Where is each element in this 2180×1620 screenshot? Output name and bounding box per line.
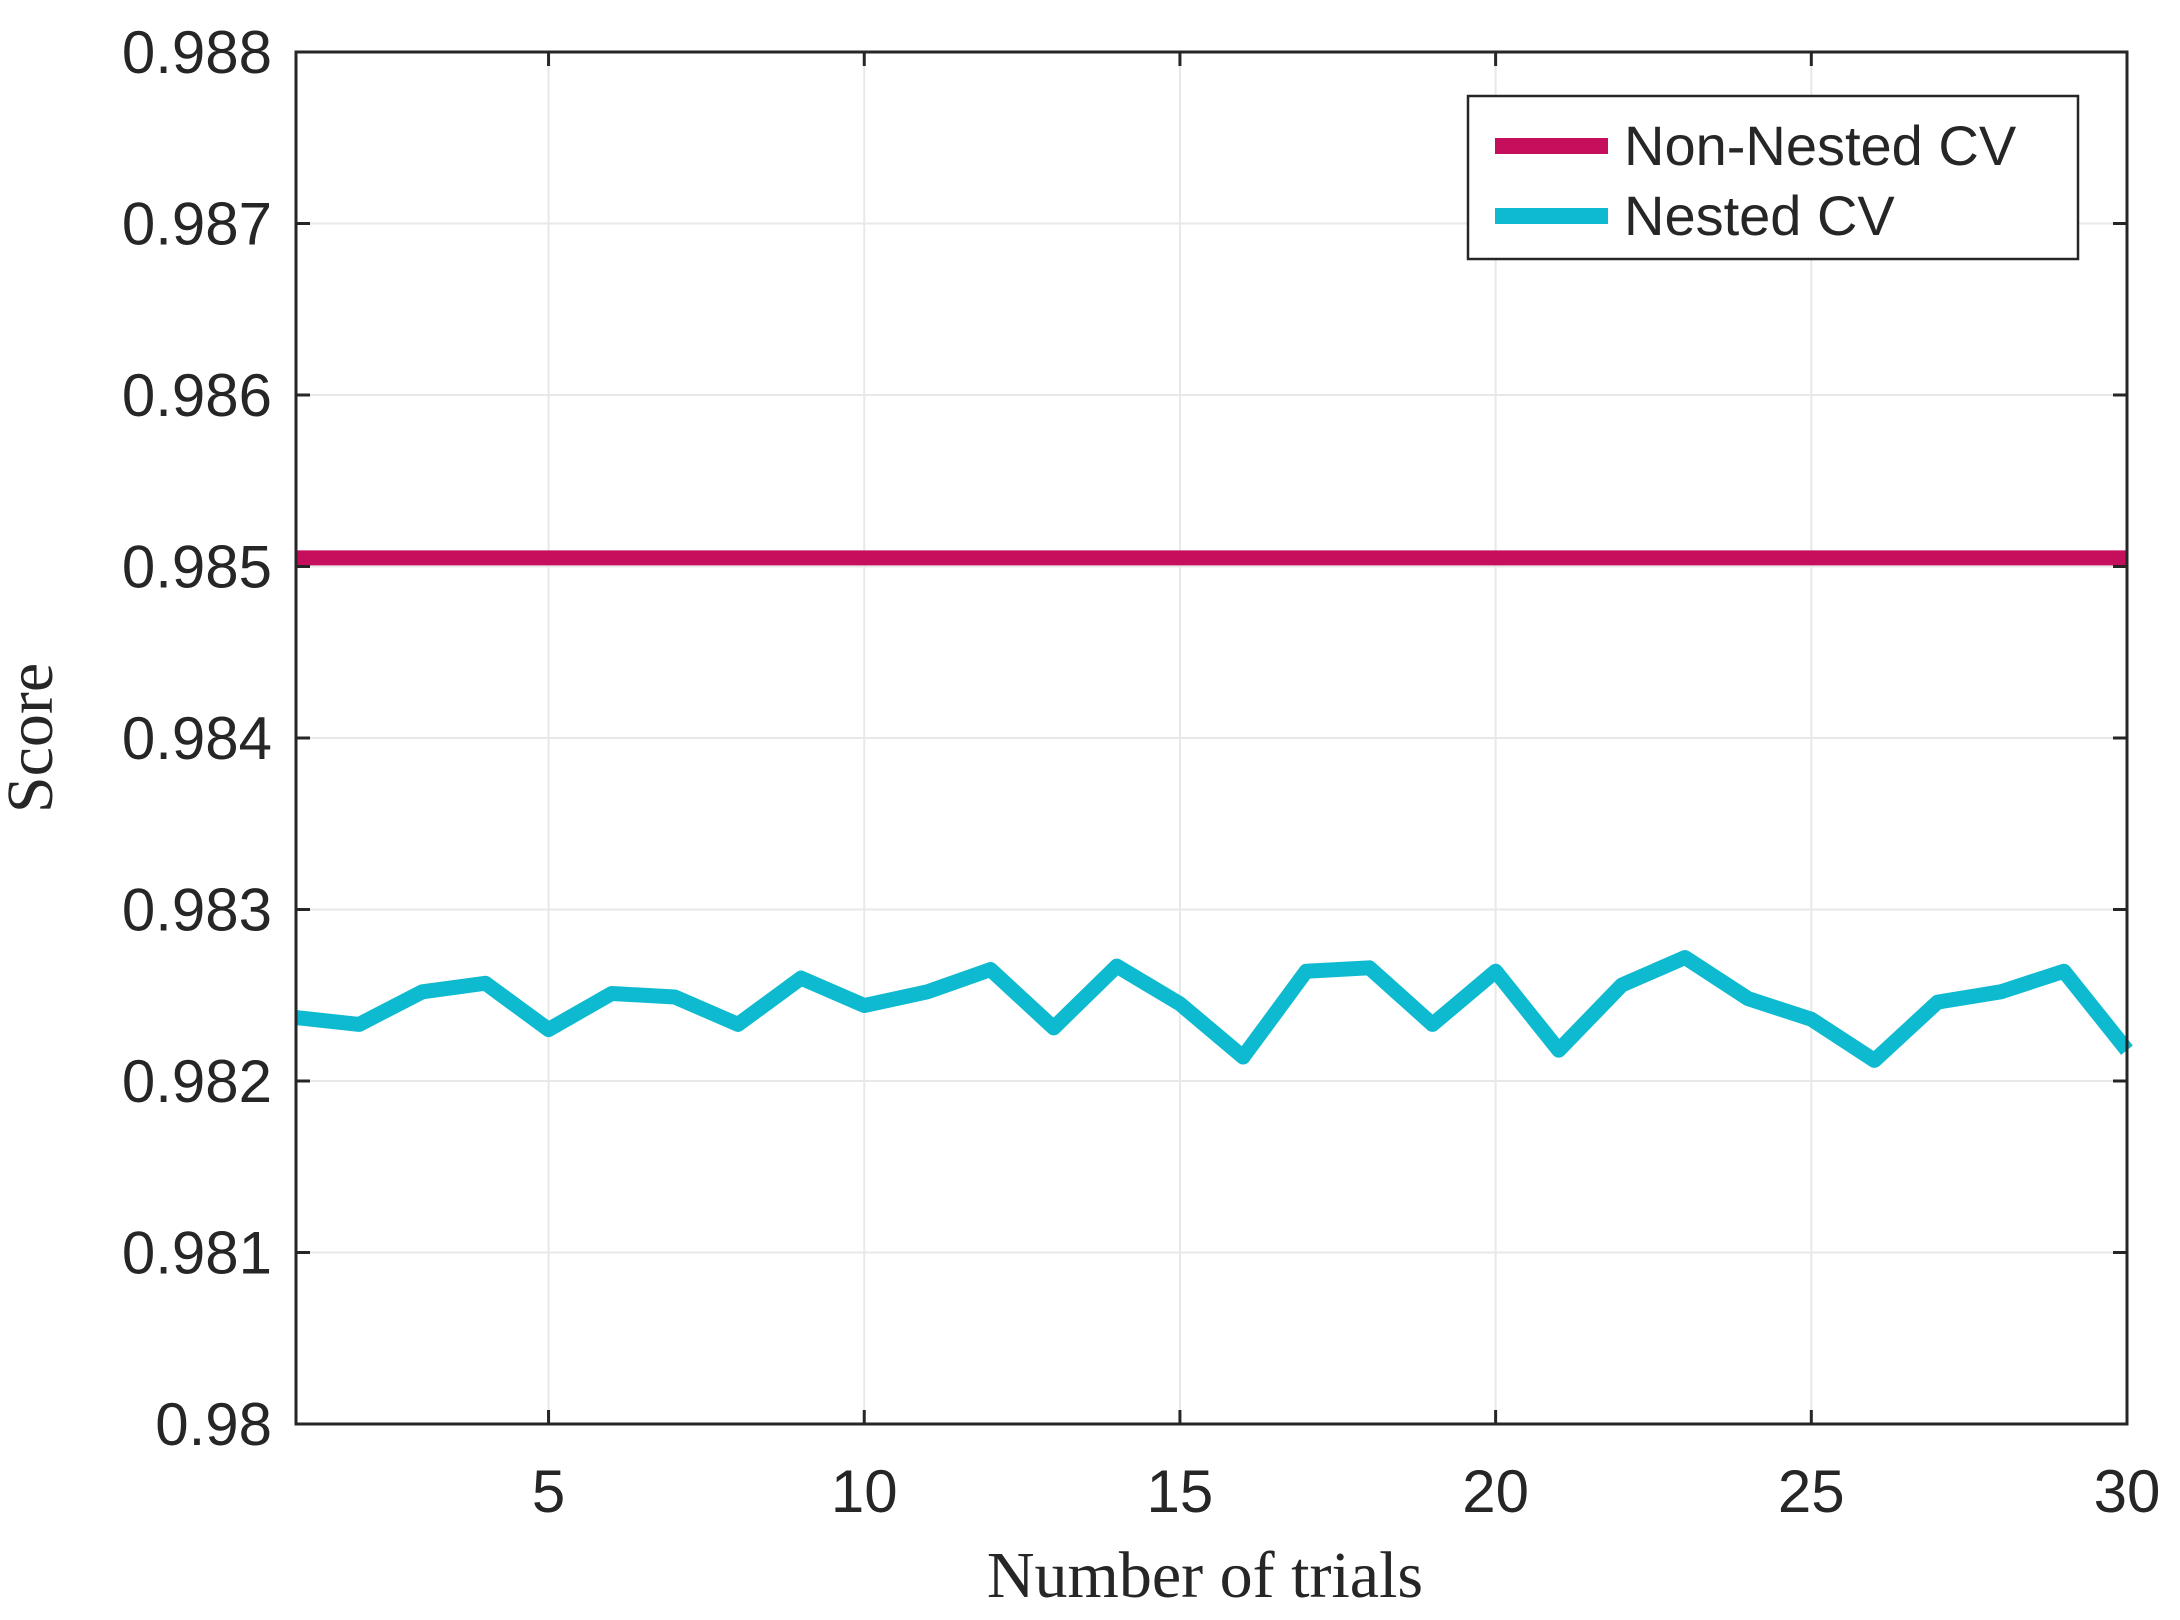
y-tick-label: 0.985 (122, 534, 272, 601)
tick-marks (296, 50, 2129, 1426)
legend-box (1466, 94, 2080, 261)
series-line-nested-cv (295, 950, 2133, 1068)
y-tick-label: 0.982 (122, 1048, 272, 1115)
legend-label-nested-cv: Nested CV (1624, 184, 1895, 247)
y-tick-label: 0.986 (122, 362, 272, 429)
x-tick-label: 25 (1778, 1458, 1845, 1525)
series-lines (295, 550, 2133, 1068)
y-tick-label: 0.98 (155, 1391, 272, 1458)
x-axis-label: Number of trials (987, 1539, 1423, 1612)
gridlines (296, 52, 2127, 1424)
y-tick-labels: 0.98 0.981 0.982 0.983 0.984 0.985 0.986 0.987 0… (122, 19, 272, 1458)
x-tick-label: 5 (532, 1458, 565, 1525)
y-tick-label: 0.981 (122, 1220, 272, 1287)
legend: Non-Nested CV Nested CV (1466, 94, 2080, 261)
x-tick-labels: 5 10 15 20 25 30 (532, 1458, 2161, 1525)
x-tick-label: 20 (1462, 1458, 1529, 1525)
y-tick-label: 0.988 (122, 19, 272, 86)
x-tick-label: 10 (831, 1458, 898, 1525)
legend-label-non-nested-cv: Non-Nested CV (1624, 114, 2017, 177)
y-tick-label: 0.987 (122, 191, 272, 258)
y-tick-label: 0.984 (122, 705, 272, 772)
y-tick-label: 0.983 (122, 877, 272, 944)
y-axis-label: Score (0, 663, 67, 813)
x-tick-label: 30 (2094, 1458, 2161, 1525)
x-tick-label: 15 (1147, 1458, 1214, 1525)
